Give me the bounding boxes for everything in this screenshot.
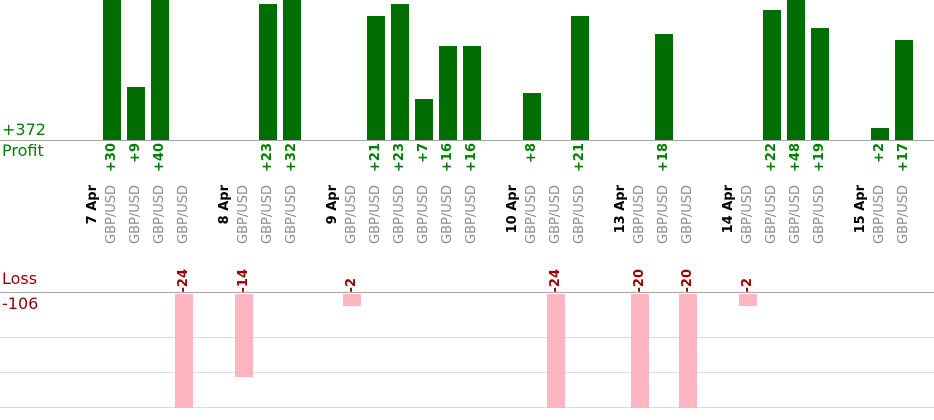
symbol-label: GBP/USD — [284, 185, 299, 244]
symbol-label: GBP/USD — [236, 185, 251, 244]
profit-value-label: +21 — [572, 143, 587, 172]
profit-bar — [811, 27, 829, 140]
date-label: 9 Apr — [325, 185, 340, 225]
loss-value-label: -24 — [548, 268, 563, 293]
profit-value-label: +16 — [464, 143, 479, 172]
profit-bar — [283, 0, 301, 140]
profit-value-label: +7 — [416, 143, 431, 163]
loss-axis-title: Loss — [2, 269, 38, 288]
profit-bar — [787, 0, 805, 140]
symbol-label: GBP/USD — [764, 185, 779, 244]
loss-bar — [679, 294, 697, 408]
profit-value-label: +30 — [104, 143, 119, 172]
profit-value-label: +48 — [788, 143, 803, 172]
date-label: 14 Apr — [721, 185, 736, 234]
symbol-label: GBP/USD — [128, 185, 143, 244]
date-label: 15 Apr — [853, 185, 868, 234]
profit-total-label: +372 — [2, 120, 46, 139]
loss-value-label: -2 — [344, 277, 359, 292]
symbol-label: GBP/USD — [740, 185, 755, 244]
profit-value-label: +23 — [260, 143, 275, 172]
date-label: 13 Apr — [613, 185, 628, 234]
symbol-label: GBP/USD — [368, 185, 383, 244]
date-label: 8 Apr — [217, 185, 232, 225]
loss-bar — [547, 294, 565, 408]
loss-value-label: -2 — [740, 277, 755, 292]
profit-bar — [151, 0, 169, 140]
profit-bar — [763, 10, 781, 140]
loss-bar — [739, 294, 757, 306]
profit-value-label: +16 — [440, 143, 455, 172]
profit-bar — [439, 45, 457, 140]
loss-value-label: -20 — [632, 268, 647, 293]
symbol-label: GBP/USD — [344, 185, 359, 244]
symbol-label: GBP/USD — [812, 185, 827, 244]
symbol-label: GBP/USD — [464, 185, 479, 244]
loss-value-label: -14 — [236, 268, 251, 293]
profit-bar — [523, 92, 541, 140]
symbol-label: GBP/USD — [548, 185, 563, 244]
symbol-label: GBP/USD — [656, 185, 671, 244]
profit-bar — [895, 39, 913, 140]
profit-value-label: +21 — [368, 143, 383, 172]
loss-bar — [235, 294, 253, 377]
loss-bar — [343, 294, 361, 306]
profit-bar — [463, 45, 481, 140]
date-label: 10 Apr — [505, 185, 520, 234]
symbol-label: GBP/USD — [680, 185, 695, 244]
profit-bar — [127, 86, 145, 140]
symbol-label: GBP/USD — [632, 185, 647, 244]
loss-total-label: -106 — [2, 294, 39, 313]
profit-value-label: +17 — [896, 143, 911, 172]
profit-axis-title: Profit — [2, 141, 44, 160]
profit-bar — [415, 98, 433, 140]
profit-value-label: +19 — [812, 143, 827, 172]
symbol-label: GBP/USD — [872, 185, 887, 244]
profit-baseline — [0, 140, 934, 141]
profit-bar — [391, 4, 409, 140]
loss-baseline — [0, 292, 934, 293]
profit-value-label: +22 — [764, 143, 779, 172]
profit-bar — [259, 4, 277, 140]
gridline — [0, 372, 934, 373]
symbol-label: GBP/USD — [788, 185, 803, 244]
profit-value-label: +40 — [152, 143, 167, 172]
symbol-label: GBP/USD — [524, 185, 539, 244]
gridline — [0, 407, 934, 408]
symbol-label: GBP/USD — [440, 185, 455, 244]
loss-value-label: -20 — [680, 268, 695, 293]
profit-bar — [367, 16, 385, 140]
symbol-label: GBP/USD — [152, 185, 167, 244]
symbol-label: GBP/USD — [176, 185, 191, 244]
symbol-label: GBP/USD — [104, 185, 119, 244]
profit-bar — [103, 0, 121, 140]
symbol-label: GBP/USD — [896, 185, 911, 244]
date-label: 7 Apr — [85, 185, 100, 225]
gridline — [0, 337, 934, 338]
symbol-label: GBP/USD — [416, 185, 431, 244]
profit-value-label: +8 — [524, 143, 539, 163]
profit-value-label: +2 — [872, 143, 887, 163]
profit-bar — [655, 33, 673, 140]
symbol-label: GBP/USD — [572, 185, 587, 244]
profit-value-label: +18 — [656, 143, 671, 172]
loss-bar — [175, 294, 193, 408]
profit-bar — [871, 128, 889, 140]
symbol-label: GBP/USD — [392, 185, 407, 244]
profit-value-label: +9 — [128, 143, 143, 163]
loss-bar — [631, 294, 649, 408]
profit-bar — [571, 16, 589, 140]
symbol-label: GBP/USD — [260, 185, 275, 244]
profit-value-label: +23 — [392, 143, 407, 172]
loss-value-label: -24 — [176, 268, 191, 293]
profit-value-label: +32 — [284, 143, 299, 172]
